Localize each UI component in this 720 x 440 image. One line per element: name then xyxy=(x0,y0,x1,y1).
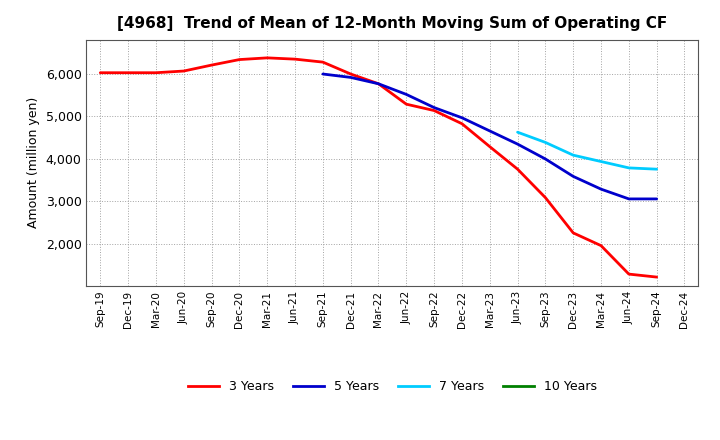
5 Years xyxy=(402,92,410,97)
5 Years xyxy=(430,105,438,110)
3 Years xyxy=(263,55,271,61)
3 Years xyxy=(430,108,438,113)
7 Years xyxy=(513,129,522,135)
7 Years xyxy=(624,165,633,171)
3 Years xyxy=(179,68,188,73)
Y-axis label: Amount (million yen): Amount (million yen) xyxy=(27,97,40,228)
3 Years xyxy=(624,271,633,277)
5 Years xyxy=(569,174,577,179)
3 Years xyxy=(597,243,606,248)
3 Years xyxy=(291,56,300,62)
5 Years xyxy=(597,187,606,192)
3 Years xyxy=(458,121,467,126)
7 Years xyxy=(569,153,577,158)
Line: 3 Years: 3 Years xyxy=(100,58,657,277)
3 Years xyxy=(207,62,216,68)
3 Years xyxy=(318,59,327,65)
5 Years xyxy=(318,71,327,77)
7 Years xyxy=(652,166,661,172)
7 Years xyxy=(541,140,550,145)
5 Years xyxy=(513,142,522,147)
3 Years xyxy=(235,57,243,62)
3 Years xyxy=(541,195,550,200)
3 Years xyxy=(374,81,383,86)
5 Years xyxy=(541,156,550,161)
7 Years xyxy=(597,159,606,164)
3 Years xyxy=(485,144,494,149)
5 Years xyxy=(458,115,467,121)
Title: [4968]  Trend of Mean of 12-Month Moving Sum of Operating CF: [4968] Trend of Mean of 12-Month Moving … xyxy=(117,16,667,32)
3 Years xyxy=(569,230,577,235)
Line: 5 Years: 5 Years xyxy=(323,74,657,199)
3 Years xyxy=(346,71,355,77)
Line: 7 Years: 7 Years xyxy=(518,132,657,169)
5 Years xyxy=(624,196,633,202)
Legend: 3 Years, 5 Years, 7 Years, 10 Years: 3 Years, 5 Years, 7 Years, 10 Years xyxy=(183,375,602,398)
3 Years xyxy=(124,70,132,75)
5 Years xyxy=(485,128,494,134)
3 Years xyxy=(513,166,522,172)
3 Years xyxy=(402,102,410,107)
3 Years xyxy=(96,70,104,75)
5 Years xyxy=(374,81,383,86)
3 Years xyxy=(152,70,161,75)
3 Years xyxy=(652,275,661,280)
5 Years xyxy=(346,75,355,80)
5 Years xyxy=(652,196,661,202)
